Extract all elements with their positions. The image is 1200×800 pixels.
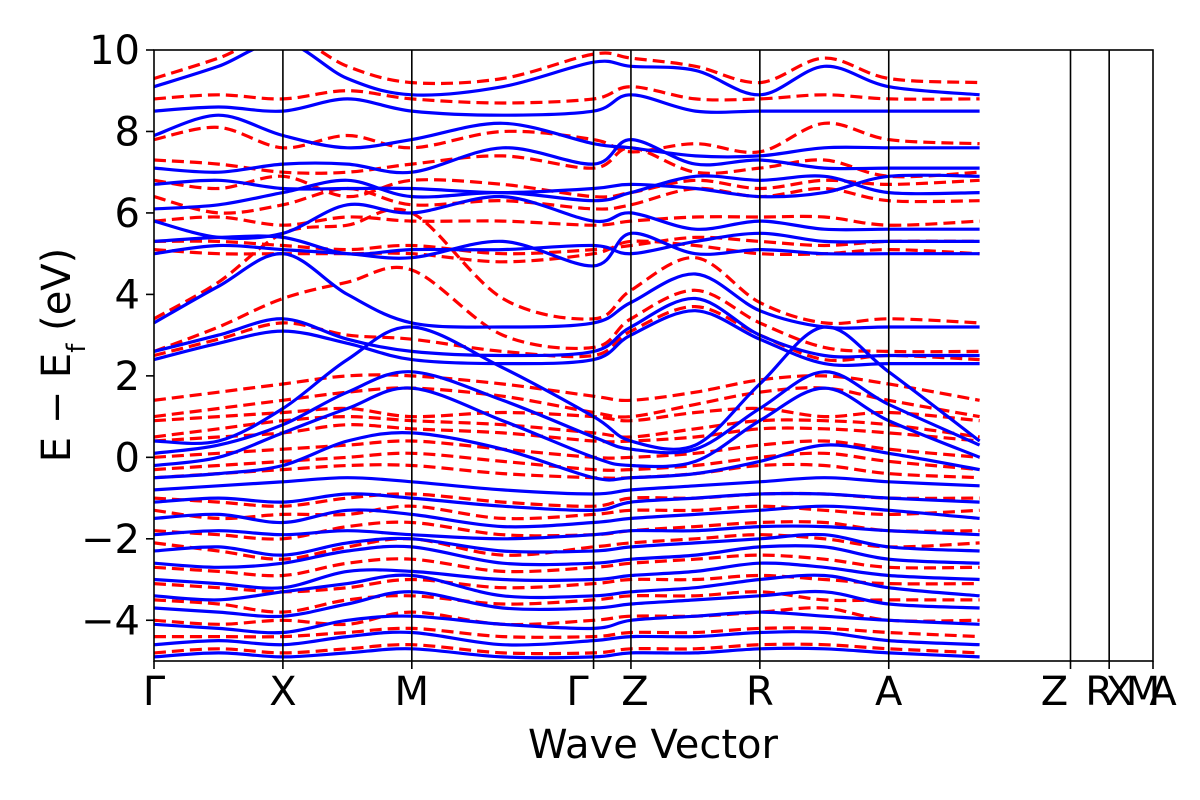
y-tick-label: −4 [81, 598, 140, 644]
x-tick-label: A [1149, 669, 1177, 715]
y-tick-label: 10 [89, 28, 140, 74]
x-tick-label: A [875, 669, 903, 715]
x-tick-label: R [746, 669, 774, 715]
y-tick-label: 2 [115, 354, 140, 400]
dashed-band-line [154, 265, 980, 354]
y-tick-label: 6 [115, 191, 140, 237]
y-tick-label: 4 [115, 272, 140, 318]
y-axis-label-subscript: f [62, 343, 92, 353]
x-tick-label: X [1105, 669, 1132, 715]
x-tick-label: Z [621, 669, 648, 715]
x-tick-label: M [1126, 669, 1161, 715]
x-tick-label: Γ [143, 669, 166, 715]
y-tick-label: 0 [115, 435, 140, 481]
high-symmetry-lines [282, 50, 1110, 661]
y-axis-label-main: E − E [34, 353, 80, 463]
x-tick-label: X [269, 669, 296, 715]
x-tick-label: Γ [566, 669, 589, 715]
y-axis-label-unit: (eV) [34, 248, 80, 344]
x-tick-label: Z [1041, 669, 1068, 715]
x-axis-label: Wave Vector [528, 722, 779, 768]
y-axis-label: E − Ef (eV) [34, 248, 92, 463]
x-tick-label: M [395, 669, 430, 715]
plot-frame [153, 49, 1154, 662]
y-tick-label: −2 [81, 517, 140, 563]
y-tick-label: 8 [115, 109, 140, 155]
y-axis-ticks: 10 8 6 4 2 0 −2 −4 [81, 28, 154, 644]
x-tick-label: R [1085, 669, 1113, 715]
